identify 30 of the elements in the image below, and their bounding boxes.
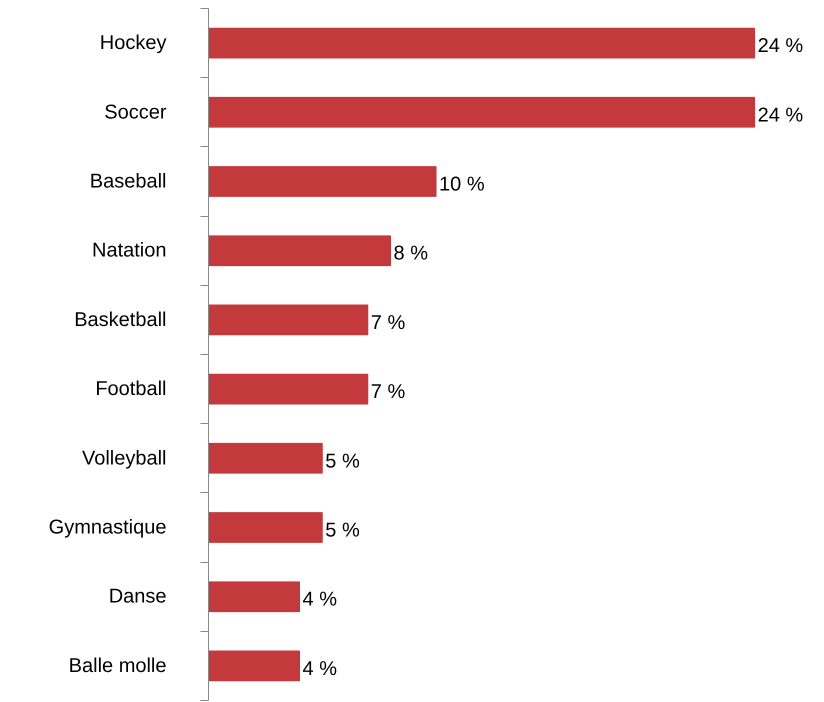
bar xyxy=(208,28,756,58)
y-tick-label: Danse xyxy=(108,586,166,608)
bar xyxy=(208,650,300,682)
bar xyxy=(208,442,323,474)
bar xyxy=(208,166,437,197)
data-label: 8 % xyxy=(394,242,428,265)
data-label: 24 % xyxy=(758,35,804,58)
y-tick-label: Balle molle xyxy=(68,654,167,677)
y-tick-label: Hockey xyxy=(100,32,167,54)
y-tick-label: Soccer xyxy=(104,101,167,124)
y-tick-label: Gymnastique xyxy=(48,516,167,538)
y-tick-label: Football xyxy=(95,378,167,400)
data-label: 7 % xyxy=(370,381,406,404)
bar xyxy=(208,374,368,404)
data-label: 24 % xyxy=(758,104,804,126)
data-label: 5 % xyxy=(325,520,360,542)
data-label: 4 % xyxy=(302,588,338,611)
y-tick-label: Baseball xyxy=(90,170,166,192)
bar xyxy=(208,304,368,336)
bar xyxy=(208,235,392,266)
bar xyxy=(208,581,300,612)
y-tick-label: Basketball xyxy=(74,308,167,331)
data-label: 10 % xyxy=(439,174,485,196)
data-label: 7 % xyxy=(370,312,406,334)
data-label: 4 % xyxy=(302,658,338,680)
y-tick-label: Volleyball xyxy=(82,447,167,470)
y-tick-label: Natation xyxy=(92,240,167,262)
bar xyxy=(208,96,756,128)
data-label: 5 % xyxy=(325,450,360,472)
bar xyxy=(208,512,323,543)
